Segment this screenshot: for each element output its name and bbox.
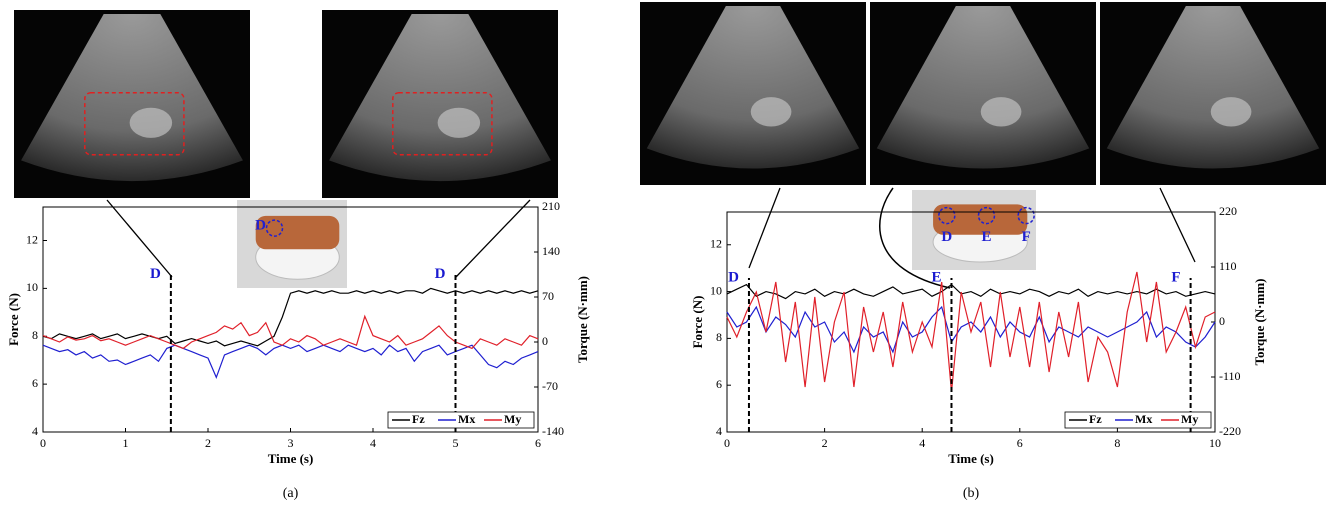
ultrasound-structure [1210,97,1252,127]
roi-box [392,91,493,156]
x-tick-label: 6 [535,436,541,450]
caption: (b) [963,486,980,501]
y-axis-label: Force (N) [6,293,21,346]
series-line [42,344,539,380]
x-tick-label: 0 [724,436,730,450]
legend-box [387,411,535,429]
y2-tick-label: 210 [542,199,560,213]
y2-tick-label: 140 [542,244,560,258]
inset-label: F [1022,229,1031,245]
legend-label: My [504,412,521,426]
y-tick-label: 6 [32,376,38,390]
y2-tick-label: -140 [542,424,564,438]
y-tick-label: 12 [26,232,38,246]
marker-label: D [728,269,739,285]
inset-label: E [981,229,991,245]
arrow [455,199,531,278]
x-tick-label: 2 [822,436,828,450]
y-axis-label: Force (N) [690,296,705,349]
ultrasound-fan [21,14,243,182]
y-tick-label: 12 [710,237,722,251]
y2-tick-label: 0 [542,334,548,348]
ultrasound-structure [750,97,792,127]
y2-axis-label: Torque (N·mm) [1252,278,1267,365]
marker-label: E [931,269,941,285]
y2-tick-label: 110 [1219,259,1237,273]
y-tick-label: 10 [710,283,722,297]
y-tick-label: 4 [716,424,722,438]
y2-tick-label: 220 [1219,204,1237,218]
legend-label: Mx [458,412,475,426]
x-tick-label: 3 [288,436,294,450]
roi-box [84,91,185,156]
y2-tick-label: 70 [542,289,554,303]
x-tick-label: 1 [123,436,129,450]
legend-label: My [1181,412,1198,426]
series-line [726,283,1216,300]
y-tick-label: 8 [716,330,722,344]
caption: (a) [283,486,299,501]
x-tick-label: 4 [919,436,925,450]
series-line [726,271,1216,393]
contact-point [265,219,284,237]
series-line [42,287,539,347]
x-tick-label: 0 [40,436,46,450]
marker-label: D [435,266,446,282]
ultrasound-structure [980,97,1022,127]
y-tick-label: 4 [32,424,38,438]
images [14,2,1326,198]
legend-label: Fz [412,412,425,426]
arrow [106,199,173,278]
x-axis-label: Time (s) [948,451,994,466]
inset-label: D [941,229,952,245]
ultrasound-fan [646,6,860,169]
x-tick-label: 5 [453,436,459,450]
y2-tick-label: -70 [542,379,558,393]
ultrasound-fan [329,14,551,182]
series-line [42,314,539,350]
x-axis-label: Time (s) [268,451,314,466]
ultrasound-fan [1106,6,1320,169]
x-tick-label: 8 [1114,436,1120,450]
x-tick-label: 2 [205,436,211,450]
arrow [748,187,781,269]
legend-box [1064,411,1212,429]
arrow [879,187,951,289]
arrow [1159,187,1196,263]
marker-label: D [150,266,161,282]
marker-label: F [1171,269,1180,285]
y-tick-label: 10 [26,280,38,294]
series-line [726,305,1216,354]
x-tick-label: 10 [1209,436,1221,450]
contact-point [938,206,956,225]
y2-axis-label: Torque (N·mm) [575,276,590,363]
ultrasound-structure [437,107,481,138]
x-tick-label: 6 [1017,436,1023,450]
ultrasound-structure [129,107,173,138]
legend-label: Mx [1135,412,1152,426]
y2-tick-label: -220 [1219,424,1241,438]
y2-tick-label: -110 [1219,369,1241,383]
y-tick-label: 6 [716,377,722,391]
ultrasound-fan [876,6,1090,169]
contact-point [1017,206,1035,225]
y-tick-label: 8 [32,328,38,342]
y2-tick-label: 0 [1219,314,1225,328]
x-tick-label: 4 [370,436,376,450]
probe-band [255,215,340,250]
contact-point [977,206,996,225]
inset-label: D [255,218,266,234]
legend-label: Fz [1089,412,1102,426]
